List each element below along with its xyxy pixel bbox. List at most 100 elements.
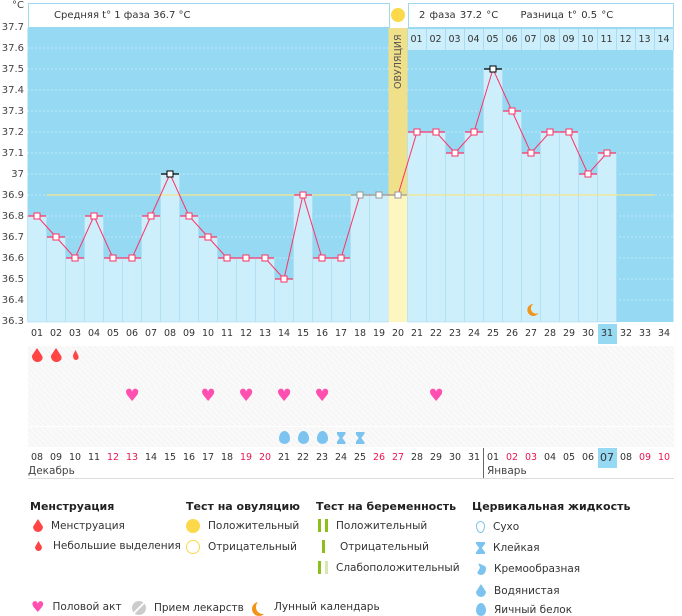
- cycle-day[interactable]: 12: [239, 328, 253, 339]
- cycle-day[interactable]: 16: [315, 328, 329, 339]
- calendar-date[interactable]: 24: [334, 452, 348, 463]
- cycle-day[interactable]: 08: [163, 328, 177, 339]
- temperature-point[interactable]: [470, 128, 478, 136]
- calendar-date[interactable]: 19: [239, 452, 253, 463]
- calendar-date[interactable]: 10: [68, 452, 82, 463]
- calendar-date[interactable]: 22: [296, 452, 310, 463]
- cycle-day[interactable]: 34: [657, 328, 671, 339]
- heart-icon[interactable]: ♥: [238, 386, 254, 406]
- heart-icon[interactable]: ♥: [124, 386, 140, 406]
- calendar-date[interactable]: 29: [429, 452, 443, 463]
- temperature-point[interactable]: [546, 128, 554, 136]
- temperature-point[interactable]: [584, 170, 592, 178]
- calendar-date[interactable]: 01: [486, 452, 500, 463]
- temperature-point[interactable]: [33, 212, 41, 220]
- temperature-point[interactable]: [280, 275, 288, 283]
- calendar-date[interactable]: 12: [106, 452, 120, 463]
- calendar-date[interactable]: 25: [353, 452, 367, 463]
- heart-icon[interactable]: ♥: [314, 386, 330, 406]
- calendar-date[interactable]: 09: [49, 452, 63, 463]
- calendar-date[interactable]: 26: [372, 452, 386, 463]
- cycle-day[interactable]: 07: [144, 328, 158, 339]
- calendar-date[interactable]: 04: [543, 452, 557, 463]
- temperature-point[interactable]: [261, 254, 269, 262]
- temperature-point[interactable]: [299, 191, 307, 199]
- cycle-day[interactable]: 11: [220, 328, 234, 339]
- cycle-day[interactable]: 18: [353, 328, 367, 339]
- calendar-date[interactable]: 21: [277, 452, 291, 463]
- menstruation-drop-icon[interactable]: [72, 350, 79, 360]
- temperature-point[interactable]: [166, 170, 174, 178]
- calendar-date[interactable]: 09: [638, 452, 652, 463]
- cycle-day[interactable]: 02: [49, 328, 63, 339]
- temperature-point[interactable]: [318, 254, 326, 262]
- cycle-day[interactable]: 20: [391, 328, 405, 339]
- temperature-point[interactable]: [527, 149, 535, 157]
- temperature-point[interactable]: [90, 212, 98, 220]
- temperature-point[interactable]: [356, 191, 364, 199]
- calendar-date[interactable]: 08: [619, 452, 633, 463]
- heart-icon[interactable]: ♥: [200, 386, 216, 406]
- cycle-day[interactable]: 13: [258, 328, 272, 339]
- temperature-point[interactable]: [109, 254, 117, 262]
- egg-white-icon[interactable]: [316, 431, 328, 444]
- temperature-point[interactable]: [508, 107, 516, 115]
- sticky-icon[interactable]: [355, 432, 365, 444]
- heart-icon[interactable]: ♥: [428, 386, 444, 406]
- temperature-point[interactable]: [71, 254, 79, 262]
- calendar-date[interactable]: 10: [657, 452, 671, 463]
- temperature-point[interactable]: [204, 233, 212, 241]
- temperature-point[interactable]: [128, 254, 136, 262]
- calendar-date[interactable]: 17: [201, 452, 215, 463]
- sticky-icon[interactable]: [336, 432, 346, 444]
- temperature-point[interactable]: [565, 128, 573, 136]
- heart-icon[interactable]: ♥: [276, 386, 292, 406]
- calendar-date[interactable]: 27: [391, 452, 405, 463]
- cycle-day[interactable]: 24: [467, 328, 481, 339]
- calendar-date[interactable]: 13: [125, 452, 139, 463]
- cycle-day[interactable]: 23: [448, 328, 462, 339]
- cycle-day[interactable]: 33: [638, 328, 652, 339]
- cycle-day[interactable]: 19: [372, 328, 386, 339]
- calendar-date[interactable]: 11: [87, 452, 101, 463]
- temperature-point[interactable]: [242, 254, 250, 262]
- cycle-day[interactable]: 03: [68, 328, 82, 339]
- temperature-point[interactable]: [489, 65, 497, 73]
- temperature-point[interactable]: [223, 254, 231, 262]
- temperature-point[interactable]: [413, 128, 421, 136]
- temperature-point[interactable]: [394, 191, 402, 199]
- egg-white-icon[interactable]: [297, 431, 309, 444]
- calendar-date[interactable]: 08: [30, 452, 44, 463]
- cycle-day[interactable]: 29: [562, 328, 576, 339]
- cycle-day[interactable]: 21: [410, 328, 424, 339]
- calendar-date[interactable]: 18: [220, 452, 234, 463]
- temperature-point[interactable]: [375, 191, 383, 199]
- cycle-day[interactable]: 22: [429, 328, 443, 339]
- cycle-day[interactable]: 26: [505, 328, 519, 339]
- menstruation-drop-icon[interactable]: [31, 348, 43, 362]
- calendar-date[interactable]: 15: [163, 452, 177, 463]
- cycle-day[interactable]: 05: [106, 328, 120, 339]
- calendar-date[interactable]: 02: [505, 452, 519, 463]
- cycle-day[interactable]: 09: [182, 328, 196, 339]
- cycle-day[interactable]: 32: [619, 328, 633, 339]
- calendar-date[interactable]: 14: [144, 452, 158, 463]
- cycle-day[interactable]: 04: [87, 328, 101, 339]
- cycle-day[interactable]: 06: [125, 328, 139, 339]
- calendar-date[interactable]: 03: [524, 452, 538, 463]
- calendar-date[interactable]: 07: [597, 448, 617, 468]
- temperature-point[interactable]: [52, 233, 60, 241]
- cycle-day[interactable]: 17: [334, 328, 348, 339]
- temperature-point[interactable]: [147, 212, 155, 220]
- calendar-date[interactable]: 20: [258, 452, 272, 463]
- calendar-date[interactable]: 06: [581, 452, 595, 463]
- menstruation-drop-icon[interactable]: [50, 348, 62, 362]
- calendar-date[interactable]: 31: [467, 452, 481, 463]
- cycle-day[interactable]: 14: [277, 328, 291, 339]
- calendar-date[interactable]: 23: [315, 452, 329, 463]
- cycle-day[interactable]: 30: [581, 328, 595, 339]
- calendar-date[interactable]: 05: [562, 452, 576, 463]
- calendar-date[interactable]: 16: [182, 452, 196, 463]
- cycle-day[interactable]: 31: [597, 324, 617, 344]
- cycle-day[interactable]: 01: [30, 328, 44, 339]
